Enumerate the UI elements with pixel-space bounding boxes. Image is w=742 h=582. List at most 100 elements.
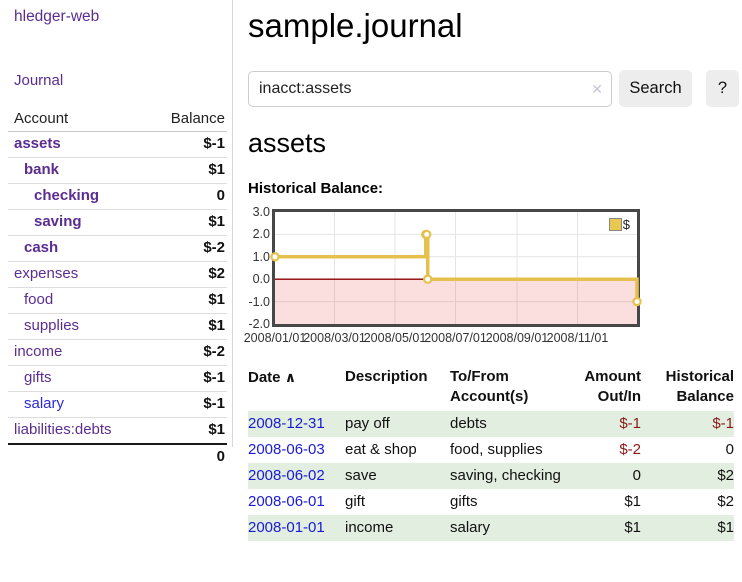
account-balance: $-1: [144, 131, 227, 158]
legend-swatch-icon: [608, 218, 622, 231]
clear-search-icon[interactable]: ✕: [591, 80, 603, 97]
account-balance: $-2: [144, 235, 227, 262]
register-header-amount: Amount Out/In: [584, 368, 641, 405]
transaction-accounts: gifts: [450, 493, 478, 510]
register-header-balance: Historical Balance: [665, 368, 734, 405]
account-row: food $1: [8, 287, 227, 314]
accounts-header-account: Account: [8, 107, 145, 132]
register-row: 2008-06-03 eat & shop food, supplies $-2 0: [248, 437, 734, 463]
transaction-accounts: salary: [450, 515, 562, 541]
account-row: assets $-1: [8, 131, 227, 158]
transaction-balance: $2: [717, 493, 734, 510]
account-row: expenses $2: [8, 261, 227, 288]
account-link-supplies[interactable]: supplies: [24, 317, 80, 334]
accounts-total-row: 0: [8, 443, 227, 470]
register-table: Date ∧ Description To/From Account(s) Am…: [248, 365, 734, 541]
transaction-description: gift: [345, 493, 366, 510]
balance-chart: $ 3.0 2.0 1.0 0.0 -1.0 -2.0 2008/01/01 2008/03…: [244, 205, 742, 345]
account-link-checking[interactable]: checking: [34, 187, 100, 204]
y-axis-tick-label: 3.0: [252, 205, 270, 219]
register-header-description: Description: [345, 368, 428, 385]
transaction-description: eat & shop: [345, 441, 417, 458]
y-axis-tick-label: 0.0: [252, 272, 270, 287]
transaction-amount: $-2: [619, 441, 641, 458]
search-box: ✕: [248, 70, 612, 107]
transaction-date-link[interactable]: 2008-01-01: [248, 519, 325, 536]
transaction-accounts: saving, checking: [450, 463, 562, 489]
accounts-header-balance: Balance: [144, 107, 227, 132]
account-row: checking 0: [8, 183, 227, 210]
sidebar-item-journal[interactable]: Journal: [14, 72, 64, 89]
account-link-cash[interactable]: cash: [24, 239, 59, 256]
transaction-balance: 0: [725, 441, 734, 458]
account-link-assets[interactable]: assets: [14, 135, 61, 152]
account-row: cash $-2: [8, 235, 227, 262]
accounts-table: Account Balance assets $-1 bank $1 checking 0…: [8, 107, 227, 470]
x-axis-tick-label: 2008/01/01: [243, 331, 307, 345]
account-link-liabilities-debts[interactable]: liabilities:debts: [14, 421, 112, 438]
search-button[interactable]: Search: [619, 70, 692, 107]
transaction-amount: $1: [562, 515, 641, 541]
account-row: saving $1: [8, 209, 227, 236]
transaction-date-link[interactable]: 2008-06-02: [248, 467, 325, 484]
account-link-saving[interactable]: saving: [34, 213, 82, 230]
search-input[interactable]: [248, 70, 612, 107]
account-row: supplies $1: [8, 313, 227, 340]
account-balance: $-1: [144, 365, 227, 392]
account-link-income[interactable]: income: [14, 343, 63, 360]
y-axis-tick-label: 1.0: [252, 249, 270, 264]
legend-label: $: [622, 217, 630, 232]
account-balance: 0: [144, 183, 227, 210]
register-header-accounts: To/From Account(s): [450, 368, 529, 405]
account-balance: $1: [144, 209, 227, 236]
x-axis-tick-label: 2008/05/01: [363, 331, 427, 345]
transaction-accounts: debts: [450, 411, 562, 437]
account-link-expenses[interactable]: expenses: [14, 265, 79, 282]
account-row: income $-2: [8, 339, 227, 366]
register-header-date[interactable]: Date ∧: [248, 369, 297, 386]
chart-plot-area: $: [270, 209, 642, 327]
account-row: bank $1: [8, 157, 227, 184]
y-axis-tick-label: 2.0: [252, 227, 270, 242]
account-link-gifts[interactable]: gifts: [24, 369, 52, 386]
chart-canvas: [270, 212, 642, 324]
help-button[interactable]: ?: [706, 70, 739, 107]
transaction-balance: $1: [641, 515, 734, 541]
transaction-amount: $1: [624, 493, 641, 510]
transaction-amount: 0: [562, 463, 641, 489]
transaction-description: pay off: [345, 411, 450, 437]
account-balance: $1: [144, 417, 227, 445]
app-brand-link[interactable]: hledger-web: [14, 8, 100, 25]
x-axis-tick-label: 2008/03/01: [303, 331, 366, 345]
account-balance: $2: [144, 261, 227, 288]
transaction-date-link[interactable]: 2008-06-01: [248, 493, 325, 510]
account-link-salary[interactable]: salary: [24, 395, 65, 412]
register-row: 2008-06-01 gift gifts $1 $2: [248, 489, 734, 515]
transaction-amount: $-1: [562, 411, 641, 437]
accounts-total-value: 0: [144, 443, 227, 470]
page-title: sample.journal: [248, 7, 463, 44]
x-axis-tick-label: 2008/07/01: [424, 331, 487, 345]
transaction-balance: $-1: [641, 411, 734, 437]
chart-title: Historical Balance:: [248, 180, 384, 197]
account-link-food[interactable]: food: [24, 291, 54, 308]
transaction-date-link[interactable]: 2008-12-31: [248, 415, 325, 432]
account-balance: $-1: [144, 391, 227, 418]
y-axis-tick-label: -2.0: [248, 317, 270, 331]
account-link-bank[interactable]: bank: [24, 161, 60, 178]
x-axis-tick-label: 2008/11/01: [546, 331, 609, 345]
account-heading: assets: [248, 128, 327, 158]
main-content: sample.journal ✕ Search ? assets Histori…: [244, 0, 742, 541]
register-row: 2008-06-02 save saving, checking 0 $2: [248, 463, 734, 489]
account-balance: $-2: [144, 339, 227, 366]
x-axis-tick-label: 2008/09/01: [485, 331, 549, 345]
transaction-date-link[interactable]: 2008-06-03: [248, 441, 325, 458]
transaction-balance: $2: [641, 463, 734, 489]
transaction-accounts: food, supplies: [450, 441, 543, 458]
register-row: 2008-12-31 pay off debts $-1 $-1: [248, 411, 734, 437]
account-row: salary $-1: [8, 391, 227, 418]
chart-legend: $: [606, 216, 632, 233]
transaction-description: save: [345, 463, 450, 489]
account-balance: $1: [144, 157, 227, 184]
register-row: 2008-01-01 income salary $1 $1: [248, 515, 734, 541]
